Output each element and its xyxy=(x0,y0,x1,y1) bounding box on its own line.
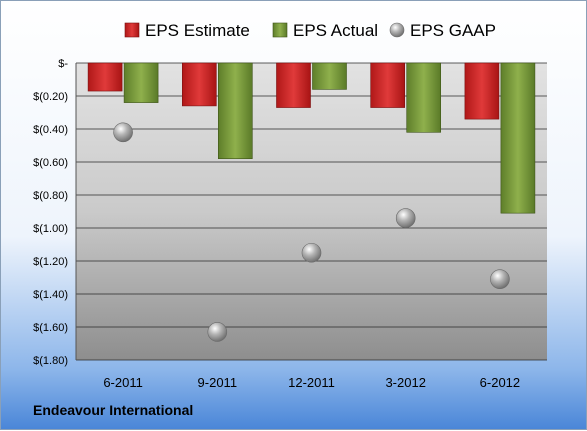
point-eps-gaap xyxy=(301,242,322,263)
legend-swatch-gaap xyxy=(389,22,405,38)
y-tick-label: $(1.20) xyxy=(33,256,68,268)
bars xyxy=(87,62,536,214)
point-eps-gaap xyxy=(490,269,510,289)
bar-eps-estimate xyxy=(370,62,406,108)
bar-eps-actual xyxy=(406,62,442,133)
legend: EPS Estimate EPS Actual EPS GAAP xyxy=(124,21,496,40)
bar-eps-actual xyxy=(123,62,159,103)
y-tick-label: $(0.20) xyxy=(33,91,68,103)
y-tick-label: $(1.00) xyxy=(33,223,68,235)
company-name: Endeavour International xyxy=(33,402,194,418)
y-tick-label: $(0.40) xyxy=(33,124,68,136)
y-tick-label: $(0.80) xyxy=(33,190,68,202)
x-tick-label: 3-2012 xyxy=(385,375,425,390)
bar-eps-estimate xyxy=(87,62,123,92)
bar-eps-estimate xyxy=(276,62,311,108)
y-axis-ticks: $- $(0.20) $(0.40) $(0.60) $(0.80) $(1.00) $(1… xyxy=(33,58,68,367)
gaap-points xyxy=(113,122,510,342)
y-tick-label: $(1.60) xyxy=(33,322,68,334)
bar-eps-actual xyxy=(312,62,347,90)
y-tick-label: $- xyxy=(58,58,68,70)
y-tick-label: $(1.80) xyxy=(33,355,68,367)
y-tick-label: $(1.40) xyxy=(33,289,68,301)
x-tick-label: 6-2011 xyxy=(103,375,143,390)
legend-swatch-actual xyxy=(272,22,288,38)
bar-eps-estimate xyxy=(464,62,500,120)
bar-eps-estimate xyxy=(182,62,217,107)
bar-eps-actual xyxy=(218,62,253,159)
x-tick-label: 12-2011 xyxy=(288,375,335,390)
legend-label: EPS Estimate xyxy=(145,21,250,40)
x-tick-label: 9-2011 xyxy=(198,375,238,390)
gridlines xyxy=(76,62,547,361)
legend-swatch-estimate xyxy=(124,22,140,38)
x-tick-label: 6-2012 xyxy=(480,375,520,390)
point-eps-gaap xyxy=(207,322,228,342)
bar-eps-actual xyxy=(500,62,536,214)
legend-label: EPS GAAP xyxy=(410,21,496,40)
y-tick-label: $(0.60) xyxy=(33,157,68,169)
legend-label: EPS Actual xyxy=(293,21,378,40)
x-axis-ticks: 6-2011 9-2011 12-2011 3-2012 6-2012 xyxy=(103,375,520,390)
point-eps-gaap xyxy=(113,122,133,143)
point-eps-gaap xyxy=(395,208,416,228)
